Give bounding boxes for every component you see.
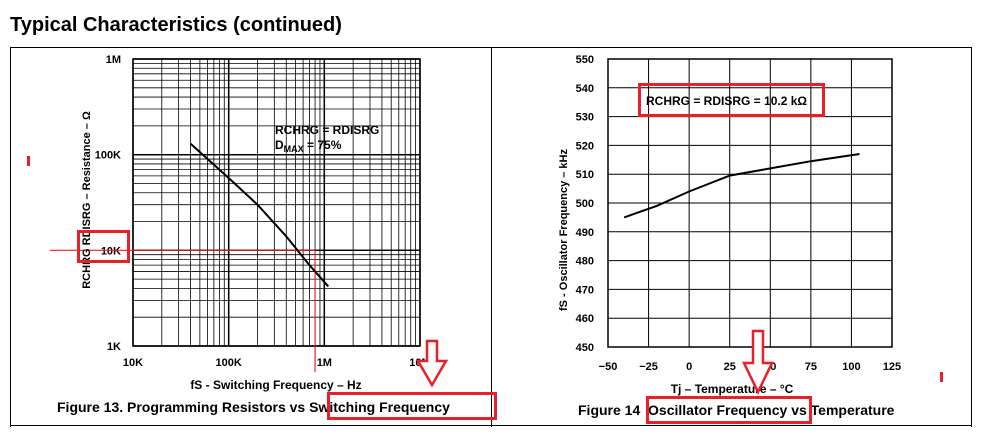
figure14-caption: Figure 14 Oscillator Frequency vs Temper… (578, 402, 894, 418)
chart2-y-tick-label: 500 (576, 198, 594, 210)
chart2-x-tick-label: 75 (805, 361, 817, 373)
chart2-y-tick-label: 510 (576, 169, 594, 181)
chart1-dmax-label: D (275, 138, 284, 152)
highlight-box-oscillator-frequency (646, 396, 812, 424)
chart2-y-tick-label: 520 (576, 140, 594, 152)
figure13-caption-prefix: Figure 13. Programming Resistors vs (57, 399, 310, 415)
frame-bottom-line (10, 425, 972, 426)
figure13-caption: Figure 13. Programming Resistors vs Swit… (57, 399, 450, 415)
chart1-x-tick-label: 1M (317, 357, 332, 369)
chart2-y-tick-label: 530 (576, 112, 594, 124)
figure14-caption-suffix: vs Temperature (791, 402, 895, 418)
chart1-series-line (189, 143, 330, 288)
chart2-series (623, 153, 860, 219)
figure14-caption-highlight: Oscillator Frequency (648, 402, 788, 418)
highlight-box-annotation (638, 83, 825, 117)
chart1-y-tick-label: 10K (101, 245, 121, 257)
chart2-x-tick-label: 25 (724, 361, 736, 373)
chart2-y-tick-label: 550 (576, 54, 594, 66)
chart2-y-tick-label: 460 (576, 313, 594, 325)
chart2-x-tick-label: 0 (686, 361, 692, 373)
chart2-plot-border (607, 58, 893, 348)
chart2-tick-labels: −50−250255075100125450460470480490500510… (576, 54, 902, 373)
highlight-box-switching-frequency (327, 392, 497, 420)
red-mark-right (940, 372, 943, 382)
highlight-box-10k (77, 230, 130, 263)
chart1-series (189, 143, 330, 288)
red-mark-left (27, 156, 30, 166)
figure14-caption-prefix: Figure 14 (578, 402, 641, 418)
frame-divider-line (491, 47, 492, 427)
chart1-y-axis-label: RCHRG RDISRG – Resistance – Ω (81, 111, 93, 289)
chart2-x-tick-label: 100 (842, 361, 860, 373)
chart1-plot-border (132, 58, 421, 347)
chart1-x-axis-label: fS - Switching Frequency – Hz (190, 378, 361, 392)
chart2-x-tick-label: 125 (883, 361, 901, 373)
chart2-x-axis-label: Tj – Temperature – °C (671, 382, 794, 396)
chart2-y-tick-label: 540 (576, 83, 594, 95)
chart-frequency-vs-temperature: −50−250255075100125450460470480490500510… (558, 54, 901, 396)
chart1-dmax-value: = 75% (304, 138, 342, 152)
chart1-y-tick-label: 100K (95, 150, 121, 162)
frame-left-line (10, 47, 11, 427)
chart1-x-tick-label: 100K (216, 357, 242, 369)
chart2-x-tick-label: −50 (599, 361, 618, 373)
chart1-y-tick-label: 1M (106, 54, 121, 66)
chart1-grid (132, 58, 421, 347)
arrow-down-icon (742, 329, 774, 395)
chart2-series-line (623, 153, 860, 219)
frame-right-line (971, 47, 972, 427)
chart2-grid (607, 58, 893, 348)
chart1-annotation-line1: RCHRG = RDISRG (275, 123, 379, 137)
chart2-y-axis-label: fS - Oscillator Frequency – kHz (558, 149, 570, 311)
chart2-y-tick-label: 480 (576, 256, 594, 268)
chart2-y-tick-label: 450 (576, 342, 594, 354)
figure13-caption-highlight: Switching Frequency (309, 399, 450, 415)
chart1-y-tick-label: 1K (107, 341, 121, 353)
chart1-annotation-line2: DMAX = 75% (275, 138, 342, 154)
chart2-annotation: RCHRG = RDISRG = 10.2 kΩ (646, 94, 807, 108)
chart1-tick-labels: 10K100K1M10M1K10K100K1M (95, 54, 431, 369)
chart1-dmax-sub: MAX (284, 144, 304, 154)
chart2-y-tick-label: 490 (576, 227, 594, 239)
chart2-y-tick-label: 470 (576, 284, 594, 296)
chart1-x-tick-label: 10K (123, 357, 143, 369)
chart-resistance-vs-frequency: 10K100K1M10M1K10K100K1M RCHRG = RDISRG D… (50, 54, 431, 392)
chart2-x-tick-label: −25 (639, 361, 658, 373)
arrow-down-icon (415, 339, 449, 388)
page-heading: Typical Characteristics (continued) (10, 14, 342, 36)
